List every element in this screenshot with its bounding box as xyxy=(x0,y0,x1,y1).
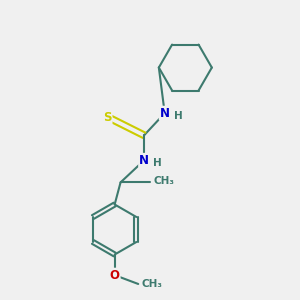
Text: S: S xyxy=(103,111,112,124)
Text: O: O xyxy=(110,268,120,282)
Text: N: N xyxy=(139,154,149,167)
Text: N: N xyxy=(160,107,170,120)
Text: CH₃: CH₃ xyxy=(141,279,162,289)
Text: H: H xyxy=(153,158,162,168)
Text: CH₃: CH₃ xyxy=(154,176,175,186)
Text: H: H xyxy=(174,111,182,121)
